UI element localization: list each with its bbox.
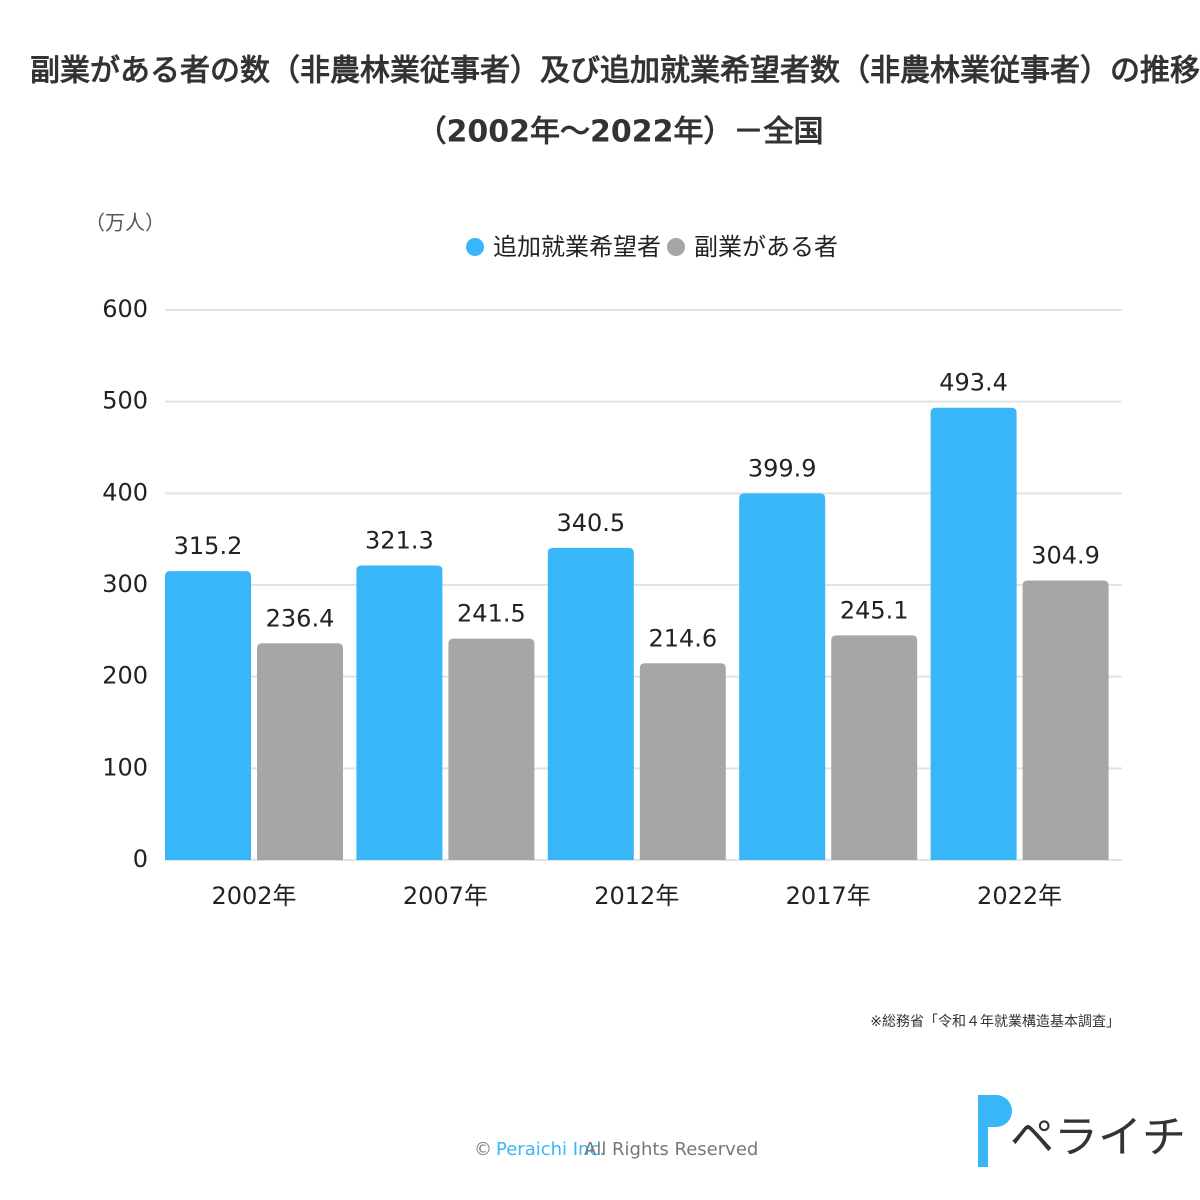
- bar: [165, 571, 251, 860]
- x-tick-label: 2022年: [977, 882, 1062, 910]
- bar: [639, 663, 726, 860]
- value-label: 340.5: [556, 509, 625, 537]
- y-tick-label: 0: [133, 845, 148, 873]
- value-label: 321.3: [365, 526, 434, 554]
- y-tick-label: 400: [102, 478, 148, 506]
- value-label: 493.4: [939, 369, 1008, 397]
- chart-title: 副業がある者の数（非農林業従事者）及び追加就業希望者数（非農林業従事者）の推移: [30, 54, 1200, 89]
- footer-symbol: ©: [474, 1139, 492, 1160]
- value-label: 214.6: [648, 624, 717, 652]
- x-tick-label: 2002年: [211, 882, 296, 910]
- y-tick-label: 600: [102, 295, 148, 323]
- y-tick-label: 200: [102, 662, 148, 690]
- bar: [257, 643, 343, 860]
- bar: [547, 547, 634, 860]
- value-label: 241.5: [457, 600, 526, 628]
- legend-label: 副業がある者: [694, 233, 838, 261]
- value-label: 236.4: [266, 604, 335, 632]
- value-label: 315.2: [174, 532, 243, 560]
- logo-icon: [978, 1095, 1012, 1167]
- x-tick-label: 2007年: [403, 882, 488, 910]
- logo-text: ペライチ: [1010, 1112, 1186, 1163]
- legend-label: 追加就業希望者: [493, 233, 661, 261]
- bar: [1022, 580, 1109, 860]
- x-tick-label: 2012年: [594, 882, 679, 910]
- source-note: ※総務省「令和４年就業構造基本調査」: [870, 1013, 1120, 1030]
- y-tick-label: 300: [102, 570, 148, 598]
- y-axis-label: （万人）: [85, 211, 165, 235]
- value-label: 245.1: [840, 596, 909, 624]
- x-tick-label: 2017年: [786, 882, 871, 910]
- bar: [930, 407, 1017, 860]
- value-label: 304.9: [1031, 542, 1100, 570]
- bar: [739, 493, 826, 860]
- chart-title: （2002年～2022年）－全国: [417, 115, 824, 150]
- y-tick-label: 500: [102, 387, 148, 415]
- y-tick-label: 100: [102, 753, 148, 781]
- value-label: 399.9: [748, 454, 817, 482]
- bar: [448, 638, 535, 860]
- bar: [356, 565, 443, 860]
- legend-swatch: [667, 238, 685, 256]
- legend-swatch: [466, 238, 484, 256]
- footer-company: Peraichi Inc.: [496, 1139, 605, 1160]
- bar: [831, 635, 918, 860]
- footer-rights: All Rights Reserved: [584, 1139, 758, 1160]
